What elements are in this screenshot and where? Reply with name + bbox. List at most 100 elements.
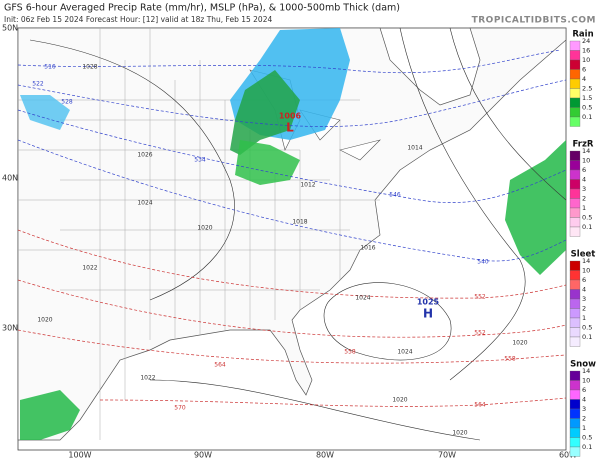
colorbar-swatch: [569, 188, 581, 199]
colorbar-swatch: [569, 179, 581, 190]
colorbar-swatch: [569, 160, 581, 171]
colorbar-swatch: [569, 380, 581, 391]
isobar-label: 1020: [452, 430, 467, 437]
rain-area: [230, 70, 300, 155]
colorbar-label: 10: [582, 157, 590, 165]
colorbar-swatch: [569, 116, 581, 127]
colorbar-swatch: [569, 260, 581, 271]
pressure-letter: H: [423, 307, 433, 321]
colorbar-label: 3: [582, 185, 586, 193]
lon-label: 60W: [559, 451, 577, 460]
colorbar-swatch: [569, 50, 581, 61]
colorbar-label: 4: [582, 286, 586, 294]
colorbar-label: 3: [582, 295, 586, 303]
colorbar-label: 3: [582, 405, 586, 413]
colorbar-swatch: [569, 408, 581, 419]
rain-area: [20, 390, 80, 440]
isobars: [29, 27, 567, 441]
isobar-label: 1018: [292, 219, 307, 226]
colorbar-label: 14: [582, 367, 590, 375]
isobar-label: 1024: [137, 200, 152, 207]
colorbar-label: 10: [582, 377, 590, 385]
subtitle: Init: 06z Feb 15 2024 Forecast Hour: [12…: [4, 15, 272, 24]
pressure-value: 1006: [279, 112, 302, 121]
colorbar-title: Sleet: [571, 250, 596, 260]
thickness-label: 540: [477, 259, 489, 266]
colorbar-title: Rain: [572, 30, 593, 40]
colorbar-label: 0.5: [582, 104, 592, 112]
colorbar-swatch: [569, 226, 581, 237]
colorbar-label: 6: [582, 166, 586, 174]
isobar-label: 1024: [355, 295, 370, 302]
colorbar-swatch: [569, 427, 581, 438]
lon-label: 100W: [68, 451, 91, 460]
colorbar-swatch: [569, 69, 581, 80]
map: [17, 27, 567, 451]
thickness-warm: [17, 229, 567, 407]
lon-label: 70W: [438, 451, 456, 460]
thickness-label: 522: [32, 81, 44, 88]
thickness-label: 552: [474, 330, 486, 337]
thickness-label: 558: [504, 356, 516, 363]
colorbar-label: 24: [582, 37, 590, 45]
land: [17, 27, 567, 441]
thickness-label: 558: [344, 349, 356, 356]
isobar-label: 1020: [392, 397, 407, 404]
site-name: TROPICALTIDBITS.COM: [472, 16, 596, 26]
colorbar-swatch: [569, 169, 581, 180]
colorbar-swatch: [569, 446, 581, 457]
isobar-label: 1014: [407, 145, 422, 152]
isobar-label: 1020: [197, 225, 212, 232]
colorbar-label: 14: [582, 257, 590, 265]
lat-label: 40N: [2, 174, 18, 183]
thickness-label: 564: [474, 402, 486, 409]
colorbar-label: 1: [582, 314, 586, 322]
colorbar-label: 10: [582, 56, 590, 64]
colorbar-label: 0.1: [582, 333, 592, 341]
isobar-label: 1012: [300, 182, 315, 189]
thickness-label: 546: [389, 192, 401, 199]
colorbar-title: Snow: [570, 360, 596, 370]
colorbar-label: 16: [582, 47, 590, 55]
colorbar-label: 0.1: [582, 223, 592, 231]
colorbar-label: 14: [582, 147, 590, 155]
colorbar-label: 0.1: [582, 443, 592, 451]
pressure-value: 1025: [417, 298, 440, 307]
colorbar-swatch: [569, 198, 581, 209]
colorbar-label: 1: [582, 424, 586, 432]
colorbar-label: 2.5: [582, 85, 592, 93]
title: GFS 6-hour Averaged Precip Rate (mm/hr),…: [4, 3, 400, 14]
pressure-letter: L: [286, 121, 294, 135]
rain-area: [505, 140, 566, 275]
colorbar-swatch: [569, 418, 581, 429]
colorbar-swatch: [569, 270, 581, 281]
colorbar-label: 0.5: [582, 434, 592, 442]
colorbar-label: 2: [582, 305, 586, 313]
colorbar-swatch: [569, 327, 581, 338]
colorbar-swatch: [569, 289, 581, 300]
colorbar-label: 6: [582, 386, 586, 394]
thickness-label: 534: [194, 157, 206, 164]
rain-area: [235, 140, 300, 185]
colorbar-swatch: [569, 370, 581, 381]
isobar-label: 1020: [37, 317, 52, 324]
colorbar-swatch: [569, 217, 581, 228]
isobar-label: 1020: [512, 340, 527, 347]
colorbar-swatch: [569, 317, 581, 328]
colorbar-swatch: [569, 298, 581, 309]
colorbar-swatch: [569, 150, 581, 161]
thickness-label: 552: [474, 294, 486, 301]
colorbar-label: 4: [582, 396, 586, 404]
colorbar-label: 6: [582, 276, 586, 284]
colorbar-swatch: [569, 399, 581, 410]
colorbar-label: 6: [582, 66, 586, 74]
colorbar-swatch: [569, 207, 581, 218]
colorbar-label: 0.1: [582, 113, 592, 121]
colorbar-title: FrzR: [573, 140, 594, 150]
colorbar-label: 4: [582, 75, 586, 83]
isobar-label: 1016: [360, 245, 375, 252]
thickness-label: 528: [61, 99, 73, 106]
isobar-label: 1022: [140, 375, 155, 382]
lat-label: 50N: [2, 24, 18, 33]
state-lines: [18, 28, 380, 440]
